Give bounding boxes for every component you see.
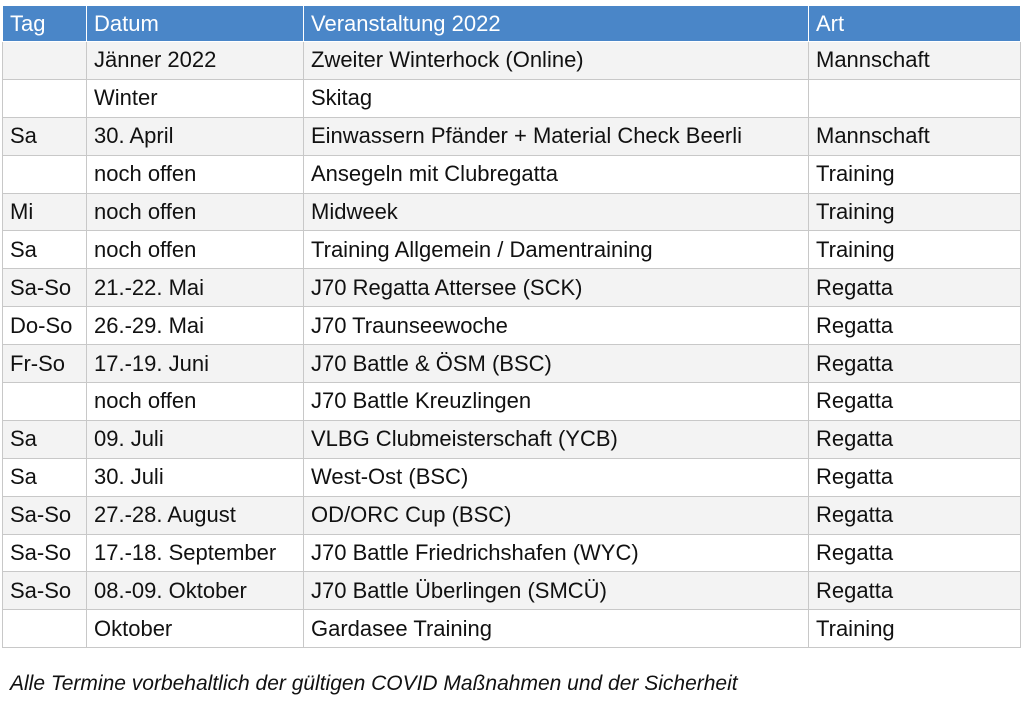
table-cell	[808, 78, 1021, 118]
table-cell: Training	[808, 609, 1021, 649]
table-cell: OD/ORC Cup (BSC)	[303, 495, 809, 535]
table-cell: Zweiter Winterhock (Online)	[303, 41, 809, 80]
table-cell: Sa-So	[2, 571, 87, 611]
table-cell: West-Ost (BSC)	[303, 457, 809, 497]
table-cell: Sa-So	[2, 495, 87, 535]
table-cell: Regatta	[808, 419, 1021, 459]
table-cell: Regatta	[808, 571, 1021, 611]
table-cell	[2, 154, 87, 194]
table-cell: Sa	[2, 457, 87, 497]
table-cell: 30. Juli	[86, 457, 304, 497]
table-cell: 09. Juli	[86, 419, 304, 459]
table-cell: 17.-19. Juni	[86, 344, 304, 384]
schedule-table: Tag Datum Veranstaltung 2022 Art Jänner 202…	[2, 5, 1021, 649]
table-cell: Mannschaft	[808, 41, 1021, 80]
header-cell: Veranstaltung 2022	[303, 5, 809, 42]
table-cell	[2, 78, 87, 118]
table-row: Mi noch offen Midweek Training	[2, 192, 1021, 232]
table-row: Sa noch offen Training Allgemein / Damentr…	[2, 230, 1021, 270]
table-cell: J70 Regatta Attersee (SCK)	[303, 268, 809, 308]
header-row: Tag Datum Veranstaltung 2022 Art	[2, 5, 1021, 42]
header-cell: Art	[808, 5, 1021, 42]
table-cell: J70 Battle Überlingen (SMCÜ)	[303, 571, 809, 611]
table-cell: Fr-So	[2, 344, 87, 384]
table-cell: Jänner 2022	[86, 41, 304, 80]
table-cell: Winter	[86, 78, 304, 118]
table-cell: Sa	[2, 116, 87, 156]
table-wrap: Tag Datum Veranstaltung 2022 Art Jänner 202…	[2, 5, 1021, 649]
table-cell: Sa	[2, 419, 87, 459]
table-cell: 21.-22. Mai	[86, 268, 304, 308]
table-cell: noch offen	[86, 192, 304, 232]
table-cell: Regatta	[808, 306, 1021, 346]
table-cell: Sa-So	[2, 268, 87, 308]
table-cell	[2, 382, 87, 421]
table-cell: Training	[808, 192, 1021, 232]
table-row: Winter Skitag	[2, 78, 1021, 118]
table-cell: Training	[808, 230, 1021, 270]
table-row: Sa-So 27.-28. August OD/ORC Cup (BSC) Regat…	[2, 495, 1021, 535]
table-cell: Training Allgemein / Damentraining	[303, 230, 809, 270]
table-cell: Einwassern Pfänder + Material Check Beer…	[303, 116, 809, 156]
table-cell	[2, 609, 87, 649]
table-row: Fr-So 17.-19. Juni J70 Battle & ÖSM (BSC) R…	[2, 344, 1021, 384]
table-cell: J70 Traunseewoche	[303, 306, 809, 346]
table-row: Oktober Gardasee Training Training	[2, 609, 1021, 649]
table-cell: Sa-So	[2, 533, 87, 573]
table-cell: Regatta	[808, 533, 1021, 573]
footnote: Alle Termine vorbehaltlich der gültigen …	[10, 672, 738, 695]
table-cell: Midweek	[303, 192, 809, 232]
table-cell: J70 Battle Kreuzlingen	[303, 382, 809, 421]
table-cell: Mannschaft	[808, 116, 1021, 156]
table-cell: 08.-09. Oktober	[86, 571, 304, 611]
table-cell: Mi	[2, 192, 87, 232]
table-cell: J70 Battle & ÖSM (BSC)	[303, 344, 809, 384]
table-cell: VLBG Clubmeisterschaft (YCB)	[303, 419, 809, 459]
table-row: Sa 09. Juli VLBG Clubmeisterschaft (YCB) Re…	[2, 419, 1021, 459]
table-cell: noch offen	[86, 382, 304, 421]
header-cell: Datum	[86, 5, 304, 42]
table-row: Sa-So 08.-09. Oktober J70 Battle Überlinge…	[2, 571, 1021, 611]
table-row: Do-So 26.-29. Mai J70 Traunseewoche Regatta	[2, 306, 1021, 346]
table-row: Sa 30. April Einwassern Pfänder + Material…	[2, 116, 1021, 156]
table-cell: Oktober	[86, 609, 304, 649]
table-cell: Regatta	[808, 344, 1021, 384]
table-cell: 30. April	[86, 116, 304, 156]
table-row: Jänner 2022 Zweiter Winterhock (Online) Ma…	[2, 41, 1021, 80]
table-row: noch offen J70 Battle Kreuzlingen Regatta	[2, 382, 1021, 421]
table-row: noch offen Ansegeln mit Clubregatta Traini…	[2, 154, 1021, 194]
table-cell: Sa	[2, 230, 87, 270]
table-cell: 26.-29. Mai	[86, 306, 304, 346]
table-cell: noch offen	[86, 230, 304, 270]
header-cell: Tag	[2, 5, 87, 42]
table-cell: Ansegeln mit Clubregatta	[303, 154, 809, 194]
table-cell: 17.-18. September	[86, 533, 304, 573]
table-cell: Regatta	[808, 457, 1021, 497]
table-cell: Gardasee Training	[303, 609, 809, 649]
table-row: Sa-So 17.-18. September J70 Battle Friedri…	[2, 533, 1021, 573]
table-cell: Training	[808, 154, 1021, 194]
table-row: Sa-So 21.-22. Mai J70 Regatta Attersee (SC…	[2, 268, 1021, 308]
table-cell: Skitag	[303, 78, 809, 118]
table-cell: Do-So	[2, 306, 87, 346]
table-cell: Regatta	[808, 268, 1021, 308]
table-cell: 27.-28. August	[86, 495, 304, 535]
table-row: Sa 30. Juli West-Ost (BSC) Regatta	[2, 457, 1021, 497]
table-cell: J70 Battle Friedrichshafen (WYC)	[303, 533, 809, 573]
table-cell: noch offen	[86, 154, 304, 194]
table-cell: Regatta	[808, 382, 1021, 421]
table-cell: Regatta	[808, 495, 1021, 535]
table-cell	[2, 41, 87, 80]
